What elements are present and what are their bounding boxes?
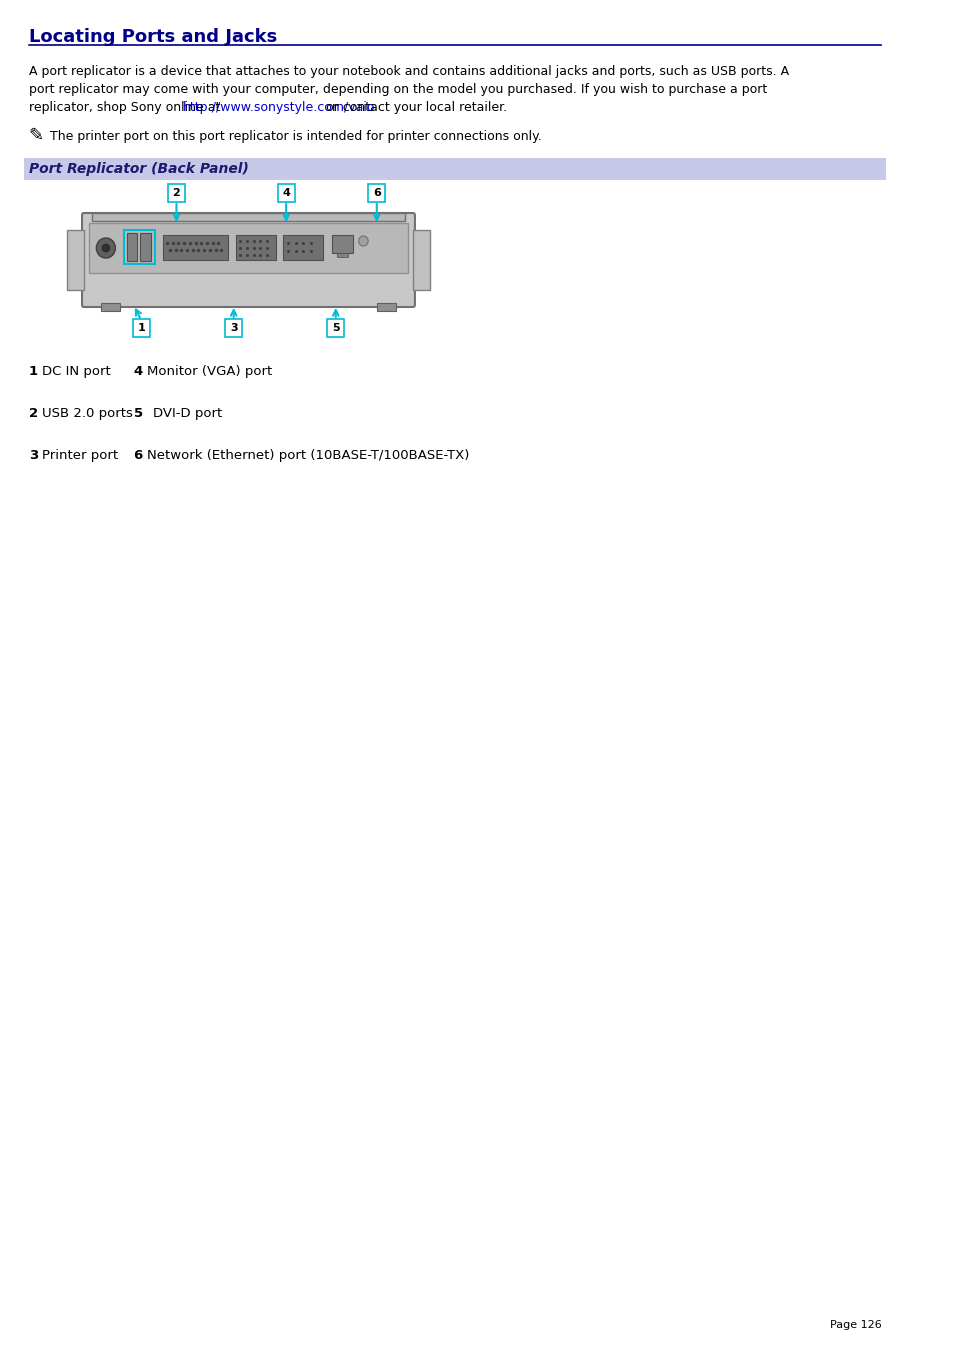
Text: ✎: ✎ (29, 127, 44, 145)
Bar (336, 253, 348, 257)
Text: 2: 2 (29, 407, 38, 420)
Bar (91, 213, 405, 222)
Text: Port Replicator (Back Panel): Port Replicator (Back Panel) (29, 162, 248, 176)
Bar (124, 230, 154, 263)
Bar (132, 319, 150, 336)
Bar (140, 232, 151, 261)
Circle shape (96, 238, 115, 258)
Text: Page 126: Page 126 (829, 1320, 881, 1329)
Bar (89, 223, 408, 273)
Bar (67, 230, 84, 290)
Text: Locating Ports and Jacks: Locating Ports and Jacks (29, 28, 276, 46)
Text: replicator, shop Sony online at: replicator, shop Sony online at (29, 101, 224, 113)
Text: 1: 1 (29, 365, 38, 378)
Bar (225, 319, 242, 336)
Text: 5: 5 (133, 407, 143, 420)
Text: 6: 6 (373, 188, 380, 199)
Bar (277, 184, 294, 203)
Circle shape (102, 245, 110, 253)
Text: http://www.sonystyle.com/vaio: http://www.sonystyle.com/vaio (183, 101, 375, 113)
Text: DC IN port: DC IN port (42, 365, 111, 378)
Text: Printer port: Printer port (42, 449, 118, 462)
Bar (168, 184, 185, 203)
Text: port replicator may come with your computer, depending on the model you purchase: port replicator may come with your compu… (29, 82, 766, 96)
Bar (24, 158, 885, 180)
Bar (163, 235, 228, 259)
Text: Network (Ethernet) port (10BASE-T/100BASE-TX): Network (Ethernet) port (10BASE-T/100BAS… (147, 449, 469, 462)
Bar (332, 235, 353, 253)
Text: A port replicator is a device that attaches to your notebook and contains additi: A port replicator is a device that attac… (29, 65, 788, 78)
Text: 6: 6 (133, 449, 143, 462)
Text: USB 2.0 ports: USB 2.0 ports (42, 407, 132, 420)
Circle shape (358, 236, 368, 246)
Text: 4: 4 (282, 188, 290, 199)
Text: 1: 1 (137, 323, 145, 332)
Text: 5: 5 (332, 323, 339, 332)
Text: 4: 4 (133, 365, 143, 378)
FancyBboxPatch shape (82, 213, 415, 307)
Text: The printer port on this port replicator is intended for printer connections onl: The printer port on this port replicator… (50, 130, 540, 143)
Text: or contact your local retailer.: or contact your local retailer. (322, 101, 507, 113)
Bar (283, 235, 323, 259)
Bar (235, 235, 275, 259)
Bar (101, 303, 120, 311)
Text: DVI-D port: DVI-D port (152, 407, 222, 420)
Text: 3: 3 (29, 449, 38, 462)
Text: 2: 2 (172, 188, 180, 199)
Text: Monitor (VGA) port: Monitor (VGA) port (147, 365, 272, 378)
Bar (327, 319, 344, 336)
Text: 3: 3 (230, 323, 237, 332)
Bar (376, 303, 395, 311)
Bar (127, 232, 137, 261)
Bar (368, 184, 385, 203)
Bar (413, 230, 430, 290)
